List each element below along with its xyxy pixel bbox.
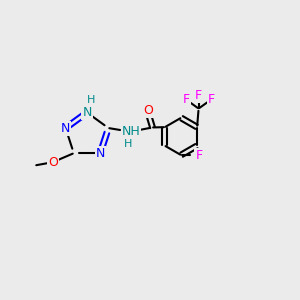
Text: N: N — [82, 106, 92, 119]
Text: N: N — [95, 147, 105, 160]
Text: N: N — [61, 122, 70, 134]
Text: NH: NH — [122, 124, 140, 137]
Text: F: F — [195, 148, 203, 161]
Text: H: H — [86, 95, 95, 105]
Text: F: F — [195, 88, 202, 101]
Text: F: F — [182, 93, 190, 106]
Text: F: F — [208, 93, 215, 106]
Text: O: O — [48, 156, 58, 169]
Text: H: H — [124, 139, 132, 148]
Text: O: O — [143, 103, 153, 116]
